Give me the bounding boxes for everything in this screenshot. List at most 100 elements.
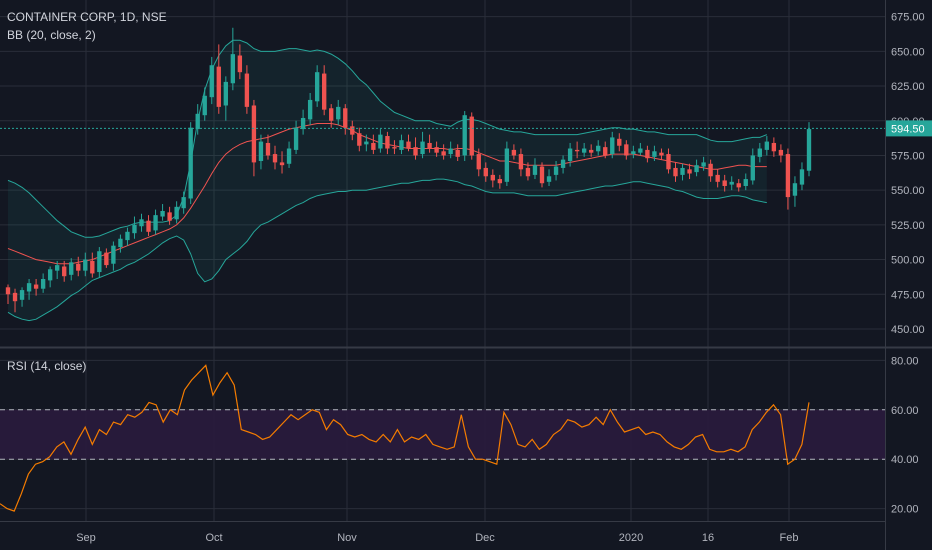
time-tick-label: Feb [780,532,799,544]
candle [251,99,257,177]
candle-body [350,126,355,135]
candle [357,127,362,152]
candle [90,252,95,278]
price-axis[interactable]: 450.00 475.00 500.00 525.00 550.00 575.00 625.… [891,12,925,336]
candle [244,65,250,114]
price-tick-label: 625.00 [891,81,925,93]
candle-body [673,167,678,177]
candle-body [743,179,748,186]
candle-body [462,115,467,156]
candle-body [778,149,784,156]
candle [69,258,74,281]
candle [216,44,221,114]
candle [392,140,397,155]
candle-body [764,141,770,150]
candle [617,133,622,152]
candle-body [511,149,517,156]
candle-body [392,147,397,149]
candle-body [448,148,453,155]
candle [659,148,664,160]
candle-body [293,127,299,150]
candle-body [497,179,503,184]
candle-body [553,166,559,175]
candle [76,256,81,277]
candle [806,122,812,177]
candle-body [237,55,243,73]
candle [125,227,130,246]
candle-body [251,105,257,163]
bb-indicator-label[interactable]: BB (20, close, 2) [7,28,96,42]
candle [532,158,538,180]
time-tick-label: Sep [76,532,96,544]
candle-body [694,165,699,173]
candle-body [181,197,186,209]
candle-body [55,265,60,271]
candle [504,141,510,186]
candle [272,145,278,170]
candle-body [701,162,706,167]
candle [40,273,46,293]
price-tick-label: 475.00 [891,289,925,301]
candle-body [357,133,362,146]
candle [729,176,734,191]
candle [83,252,88,277]
candle [406,134,411,152]
bb-lower-line [7,178,767,322]
candle-body [659,152,664,156]
candle [750,148,755,185]
candle [55,260,60,279]
rsi-tick-label: 60.00 [891,405,919,417]
candle-body [69,262,74,275]
candle-body [455,149,460,157]
rsi-axis[interactable]: 20.00 40.00 60.00 80.00 [891,355,919,515]
candle-body [406,141,411,149]
candle [19,287,25,307]
candle-body [413,147,418,156]
candle-body [244,73,250,107]
candle-body [631,151,636,155]
candle [757,142,762,163]
candle [581,142,587,157]
candle-body [132,224,137,234]
candle-body [5,287,11,295]
candle-body [483,167,488,177]
candle-body [174,206,179,220]
candle-body [525,167,531,177]
candle [153,209,158,235]
rsi-band [0,409,885,460]
candle-body [729,181,734,185]
candle [167,206,172,225]
candle [574,141,580,159]
rsi-band-fill [0,409,885,460]
candle [139,213,144,232]
candle [286,141,292,168]
price-tick-label: 525.00 [891,220,925,232]
candle [237,44,243,80]
candle [560,155,566,174]
candle-body [118,238,123,248]
candle [539,162,545,188]
candle [624,140,629,160]
candle-body [652,151,657,157]
candle [673,162,678,182]
time-axis[interactable]: Sep Oct Nov Dec 2020 16 Feb [76,532,798,544]
candle [258,134,264,170]
candle-body [420,141,425,155]
candle [497,174,503,189]
candle [111,241,116,271]
candle-body [610,137,615,155]
candle [202,87,207,121]
candle-body [560,159,566,168]
candle-body [40,278,46,289]
rsi-tick-label: 20.00 [891,504,919,516]
rsi-indicator-label[interactable]: RSI (14, close) [7,359,86,373]
candle-body [300,117,306,130]
symbol-title[interactable]: CONTAINER CORP, 1D, NSE [7,10,167,24]
candle [483,162,488,182]
time-tick-label: 2020 [619,532,643,544]
candle [743,173,748,191]
candle-body [736,183,741,188]
candle-body [329,108,334,121]
candle [26,278,32,300]
